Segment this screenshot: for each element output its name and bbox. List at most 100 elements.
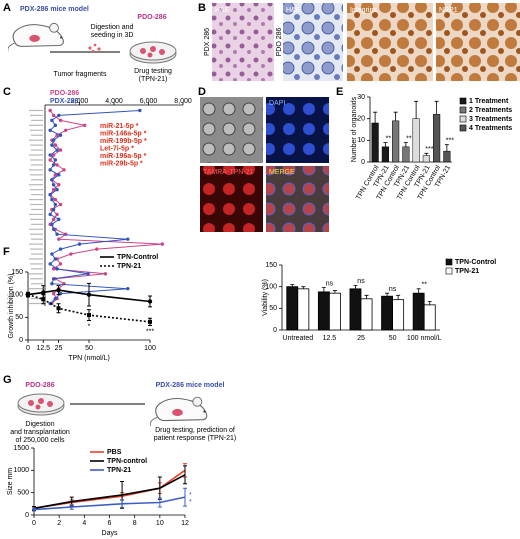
data-point xyxy=(53,296,58,301)
legend-swatch xyxy=(445,258,453,266)
image-label: MERGE xyxy=(269,169,295,176)
bar xyxy=(328,292,341,331)
y-axis-label: Growth inhibition (%) xyxy=(8,274,15,339)
bar xyxy=(349,288,362,331)
error-bar xyxy=(32,507,36,512)
row-label: PDO 286 xyxy=(276,27,283,56)
annotation: miR-196a-5p * xyxy=(100,153,147,160)
data-point xyxy=(53,143,58,147)
annotation: miR-29b-5p * xyxy=(100,160,143,167)
testing-label: Drug testing, prediction of xyxy=(155,427,235,434)
significance: ** xyxy=(386,135,392,142)
error-bar xyxy=(383,142,388,147)
data-point xyxy=(48,192,52,197)
dish-icon xyxy=(129,41,177,64)
data-point xyxy=(103,272,108,276)
legend-swatch xyxy=(459,115,467,123)
x-tick-label: 10 xyxy=(156,520,164,527)
annotation: miR-199b-5p * xyxy=(100,138,147,145)
series-line xyxy=(49,110,140,304)
data-point xyxy=(57,113,61,118)
x-tick-label: 2 xyxy=(57,520,61,527)
legend-label: 1 Treatment xyxy=(469,98,509,105)
data-point xyxy=(48,158,52,162)
data-point xyxy=(63,128,68,132)
data-point xyxy=(50,178,54,182)
y-tick-label: 0 xyxy=(25,512,29,519)
legend-label: 3 Treatments xyxy=(469,116,512,123)
data-point xyxy=(51,291,56,296)
data-point xyxy=(41,297,46,302)
y-tick-label: 50 xyxy=(269,305,277,312)
x-tick-label: 100 xyxy=(144,345,156,352)
legend-label: TPN-Control xyxy=(117,254,158,261)
annotation: miR-146a-5p * xyxy=(100,130,147,137)
micrograph xyxy=(212,3,274,81)
data-point xyxy=(48,108,52,113)
error-bar xyxy=(434,100,439,115)
process-label: Digestion and xyxy=(91,24,134,31)
x-axis-label: TPN (nmol/L) xyxy=(68,355,110,362)
image-label: H&E xyxy=(215,7,230,14)
bar xyxy=(392,120,400,163)
data-point xyxy=(51,138,56,142)
mouse-icon xyxy=(150,396,208,426)
error-bar xyxy=(301,286,306,289)
data-point xyxy=(82,123,87,128)
x-tick-label: 8 xyxy=(133,520,137,527)
x-tick-label: 0 xyxy=(32,520,36,527)
y-tick-label: 150 xyxy=(265,262,277,269)
y-axis-label: Size mm xyxy=(7,468,14,495)
data-point xyxy=(53,202,58,207)
panel-label: E xyxy=(336,86,343,98)
data-point xyxy=(57,237,61,241)
significance: ns xyxy=(357,278,365,285)
process-label: seeding in 3D xyxy=(91,32,134,39)
bar xyxy=(381,146,389,163)
error-bar xyxy=(157,497,162,508)
y-axis-label: Number of organoids xyxy=(351,96,358,162)
image-label: NRP1 xyxy=(439,7,458,14)
bar xyxy=(381,295,394,331)
x-axis-label: Days xyxy=(102,530,118,537)
error-bar xyxy=(321,287,326,292)
x-tick-label: 12.5 xyxy=(36,345,50,352)
x-tick-label: 25 xyxy=(55,345,63,352)
data-point xyxy=(50,143,54,147)
y-tick-label: 1000 xyxy=(13,467,29,474)
data-point xyxy=(77,242,82,246)
bar xyxy=(297,288,310,331)
x-tick-label: Untreated xyxy=(282,335,313,342)
bar xyxy=(317,291,330,331)
legend-label: PDO-286 xyxy=(50,90,79,97)
data-point xyxy=(56,287,61,293)
y-tick-label: 500 xyxy=(17,490,29,497)
x-tick-label: 50 xyxy=(389,335,397,342)
x-tick-label: 25 xyxy=(357,335,365,342)
y-tick-label: 1500 xyxy=(13,445,29,452)
process-label: Digestion xyxy=(25,421,54,428)
data-point xyxy=(58,148,63,152)
legend-swatch xyxy=(459,97,467,105)
mouse-label: PDX-286 mice model xyxy=(156,382,225,389)
series-line xyxy=(33,474,186,510)
data-point xyxy=(41,290,46,295)
data-point xyxy=(58,118,63,123)
significance: * xyxy=(88,323,91,330)
micrograph xyxy=(266,166,329,232)
dish-label: PDO-286 xyxy=(137,14,166,21)
panel-label: D xyxy=(198,86,206,98)
micrograph xyxy=(200,97,263,163)
data-point xyxy=(55,148,59,152)
data-point xyxy=(86,272,90,276)
bar xyxy=(423,304,436,331)
data-point xyxy=(58,247,63,251)
legend-label: 2 Treatments xyxy=(469,107,512,114)
data-point xyxy=(53,257,58,261)
y-tick-label: 100 xyxy=(11,292,23,299)
bar xyxy=(433,114,441,163)
data-point xyxy=(55,212,59,217)
data-point xyxy=(51,227,56,231)
panel-label: C xyxy=(3,86,11,98)
legend-swatch xyxy=(445,267,453,275)
